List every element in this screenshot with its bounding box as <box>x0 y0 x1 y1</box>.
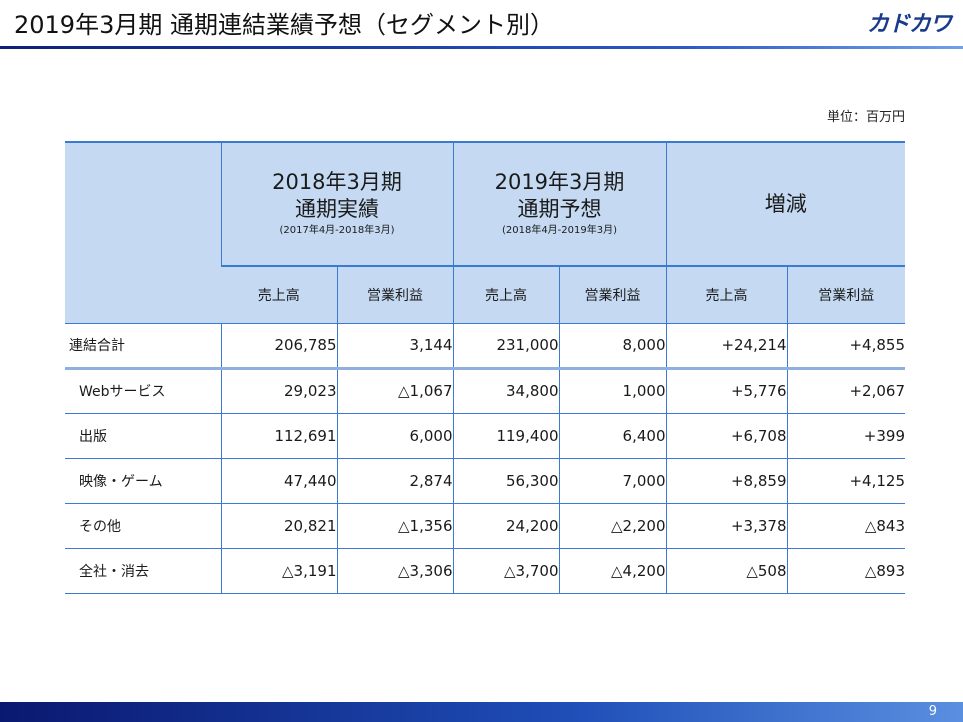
row-label: 出版 <box>65 413 221 459</box>
header-group-fy2018-actual: 2018年3月期 通期実績 (2017年4月-2018年3月) <box>220 141 453 267</box>
table-cell: △1,067 <box>336 368 453 414</box>
table-cell: +5,776 <box>665 368 787 414</box>
header-group-title: 2019年3月期 <box>494 170 625 194</box>
row-label: 全社・消去 <box>65 548 221 594</box>
table-row: 出版 112,691 6,000 119,400 6,400 +6,708 +3… <box>65 413 905 459</box>
header-corner <box>65 141 221 324</box>
table-cell: 47,440 <box>220 458 337 504</box>
subheader-operating-income: 営業利益 <box>786 265 905 324</box>
header-group-subtitle: 通期実績 <box>295 197 379 221</box>
table-cell: △843 <box>786 503 905 549</box>
unit-label: 単位：百万円 <box>826 110 905 125</box>
page-number: 9 <box>928 704 937 719</box>
table-cell: △3,191 <box>220 548 337 594</box>
table-cell: +4,855 <box>786 323 905 370</box>
table-cell: 1,000 <box>558 368 666 414</box>
footer-bar: 9 <box>0 702 963 722</box>
table-cell: △3,700 <box>452 548 559 594</box>
table-cell: 206,785 <box>220 323 337 370</box>
segment-forecast-table: 2018年3月期 通期実績 (2017年4月-2018年3月) 2019年3月期… <box>65 141 905 594</box>
table-cell: +8,859 <box>665 458 787 504</box>
table-cell: 29,023 <box>220 368 337 414</box>
header-group-fy2019-forecast: 2019年3月期 通期予想 (2018年4月-2019年3月) <box>452 141 666 267</box>
header-group-change: 増減 <box>665 141 905 267</box>
table-cell: △1,356 <box>336 503 453 549</box>
table-cell: 8,000 <box>558 323 666 370</box>
header-group-subtitle: 通期予想 <box>517 197 602 221</box>
row-label: 映像・ゲーム <box>65 458 221 504</box>
header-group-period: (2018年4月-2019年3月) <box>501 225 618 236</box>
table-cell: +3,378 <box>665 503 787 549</box>
subheader-sales: 売上高 <box>221 265 337 324</box>
page-title: 2019年3月期 通期連結業績予想（セグメント別） <box>14 11 554 39</box>
subheader-operating-income: 営業利益 <box>558 265 666 324</box>
table-cell: △4,200 <box>558 548 666 594</box>
subheader-operating-income: 営業利益 <box>336 265 453 324</box>
header-group-title: 増減 <box>764 191 807 216</box>
row-label: その他 <box>65 503 221 549</box>
table-cell: 20,821 <box>220 503 337 549</box>
table-cell: 119,400 <box>452 413 559 459</box>
company-logo: カドカワ <box>866 12 952 37</box>
subheader-sales: 売上高 <box>452 265 559 324</box>
header-group-title: 2018年3月期 <box>272 170 402 194</box>
table-cell: 2,874 <box>336 458 453 504</box>
table-cell: 7,000 <box>558 458 666 504</box>
table-cell: 231,000 <box>452 323 559 370</box>
table-row: その他 20,821 △1,356 24,200 △2,200 +3,378 △… <box>65 503 905 549</box>
header-group-period: (2017年4月-2018年3月) <box>279 225 395 236</box>
table-cell: 24,200 <box>452 503 559 549</box>
table-cell: △2,200 <box>558 503 666 549</box>
table-cell: +6,708 <box>665 413 787 459</box>
table-cell: 6,400 <box>558 413 666 459</box>
table-cell: +24,214 <box>665 323 787 370</box>
table-cell: △3,306 <box>336 548 453 594</box>
table-row: Webサービス 29,023 △1,067 34,800 1,000 +5,77… <box>65 368 905 414</box>
table-cell: +4,125 <box>786 458 905 504</box>
row-label: Webサービス <box>65 368 221 414</box>
table-row: 映像・ゲーム 47,440 2,874 56,300 7,000 +8,859 … <box>65 458 905 504</box>
table-cell: △893 <box>786 548 905 594</box>
table-row-consolidated-total: 連結合計 206,785 3,144 231,000 8,000 +24,214… <box>65 323 905 370</box>
table-cell: 112,691 <box>220 413 337 459</box>
subheader-sales: 売上高 <box>665 265 787 324</box>
table-cell: +2,067 <box>786 368 905 414</box>
table-row: 全社・消去 △3,191 △3,306 △3,700 △4,200 △508 △… <box>65 548 905 594</box>
table-cell: 34,800 <box>452 368 559 414</box>
title-divider <box>0 46 963 49</box>
table-cell: 56,300 <box>452 458 559 504</box>
row-label: 連結合計 <box>65 323 221 370</box>
table-cell: +399 <box>786 413 905 459</box>
table-cell: 6,000 <box>336 413 453 459</box>
table-cell: △508 <box>665 548 787 594</box>
table-cell: 3,144 <box>336 323 453 370</box>
